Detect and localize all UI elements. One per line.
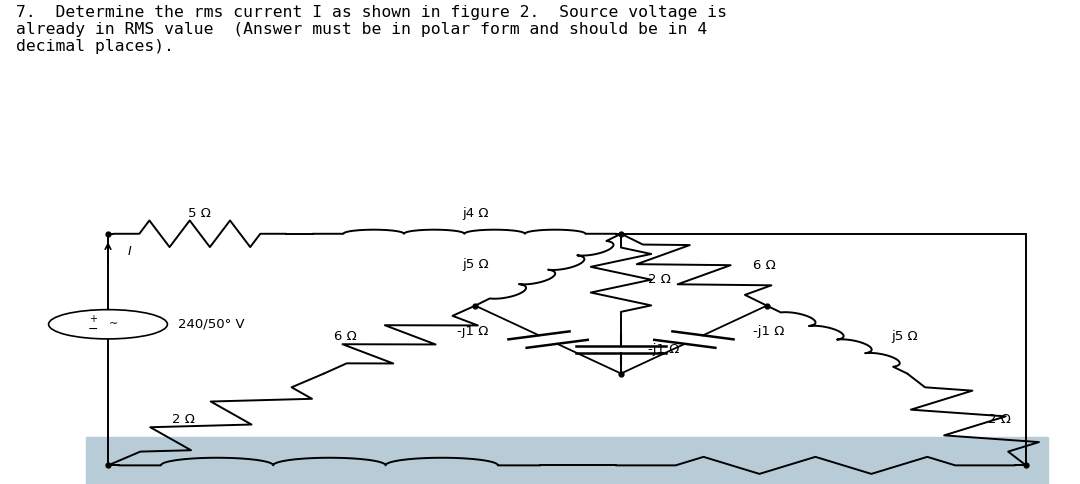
Text: 240/50° V: 240/50° V (178, 318, 245, 331)
Text: 2 Ω: 2 Ω (648, 273, 671, 286)
Text: j4 Ω: j4 Ω (462, 208, 488, 220)
Text: -j1 Ω: -j1 Ω (457, 325, 488, 338)
Text: ~: ~ (109, 319, 119, 329)
Bar (86, 438, 1048, 484)
Text: 6 Ω: 6 Ω (754, 259, 777, 272)
Text: I: I (127, 244, 131, 257)
Text: j5 Ω: j5 Ω (891, 331, 918, 344)
Text: +: + (90, 314, 97, 324)
Text: 7.  Determine the rms current I as shown in figure 2.  Source voltage is
already: 7. Determine the rms current I as shown … (16, 5, 727, 54)
Text: -j1 Ω: -j1 Ω (754, 325, 785, 338)
Text: j5 Ω: j5 Ω (462, 258, 488, 271)
Text: 5 Ω: 5 Ω (188, 208, 212, 220)
Text: 6 Ω: 6 Ω (334, 331, 356, 344)
Text: 2 Ω: 2 Ω (172, 413, 194, 426)
Text: 2 Ω: 2 Ω (988, 413, 1011, 426)
Text: −: − (87, 323, 98, 336)
Text: -j1 Ω: -j1 Ω (648, 343, 679, 356)
